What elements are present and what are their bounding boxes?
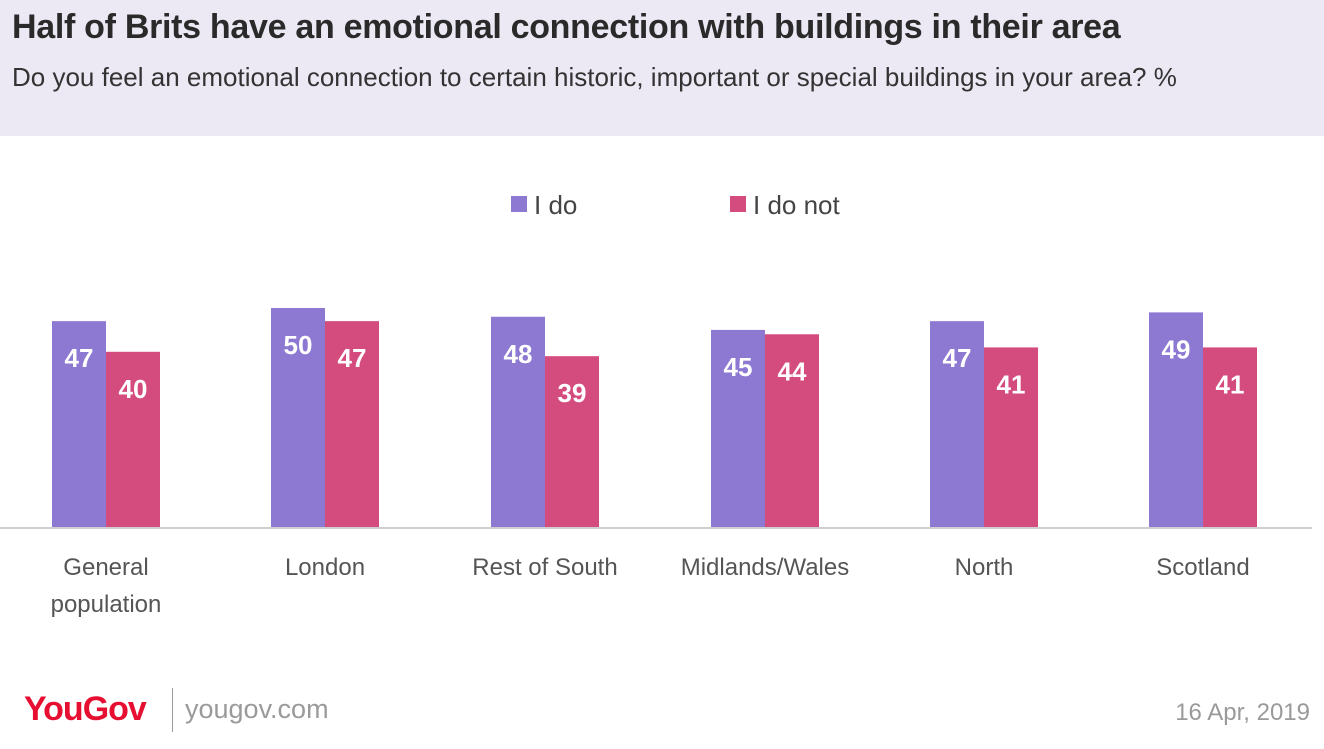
header-band: Half of Brits have an emotional connecti… <box>0 0 1324 136</box>
yougov-logo: YouGov <box>24 690 147 728</box>
bar-value-label: 49 <box>1162 334 1191 364</box>
bar <box>1149 312 1203 527</box>
bar-value-label: 39 <box>558 378 587 408</box>
bar <box>930 321 984 527</box>
bar <box>984 347 1038 527</box>
bar-value-label: 50 <box>284 330 313 360</box>
chart-subtitle: Do you feel an emotional connection to c… <box>12 62 1177 92</box>
bar-value-label: 41 <box>997 369 1026 399</box>
bar-value-label: 47 <box>338 343 367 373</box>
category-label: Rest of South <box>472 554 617 581</box>
legend-swatch-i-do <box>511 196 527 212</box>
bar <box>271 308 325 527</box>
legend-swatch-i-do-not <box>730 196 746 212</box>
bar-value-label: 47 <box>943 343 972 373</box>
footer-url: yougov.com <box>185 694 329 724</box>
legend-label-i-do: I do <box>534 190 577 220</box>
bar <box>545 356 599 527</box>
bar <box>1203 347 1257 527</box>
category-label: population <box>51 591 162 618</box>
bar-value-label: 40 <box>119 374 148 404</box>
footer-divider <box>172 688 173 732</box>
category-label: London <box>285 554 365 581</box>
legend-label-i-do-not: I do not <box>753 190 841 220</box>
bar <box>52 321 106 527</box>
category-label: Midlands/Wales <box>681 554 850 581</box>
bar-value-label: 44 <box>778 356 807 386</box>
category-label: Scotland <box>1156 554 1249 581</box>
bar-value-label: 41 <box>1216 369 1245 399</box>
category-label: North <box>955 554 1014 581</box>
chart-title: Half of Brits have an emotional connecti… <box>12 8 1121 46</box>
footer-date: 16 Apr, 2019 <box>1175 699 1310 726</box>
bar-value-label: 45 <box>724 352 753 382</box>
category-label: General <box>63 554 148 581</box>
bar <box>765 334 819 527</box>
bar <box>491 316 545 527</box>
bar-value-label: 48 <box>504 339 533 369</box>
bar <box>325 321 379 527</box>
bar-value-label: 47 <box>65 343 94 373</box>
bar <box>711 329 765 527</box>
bar <box>106 351 160 527</box>
